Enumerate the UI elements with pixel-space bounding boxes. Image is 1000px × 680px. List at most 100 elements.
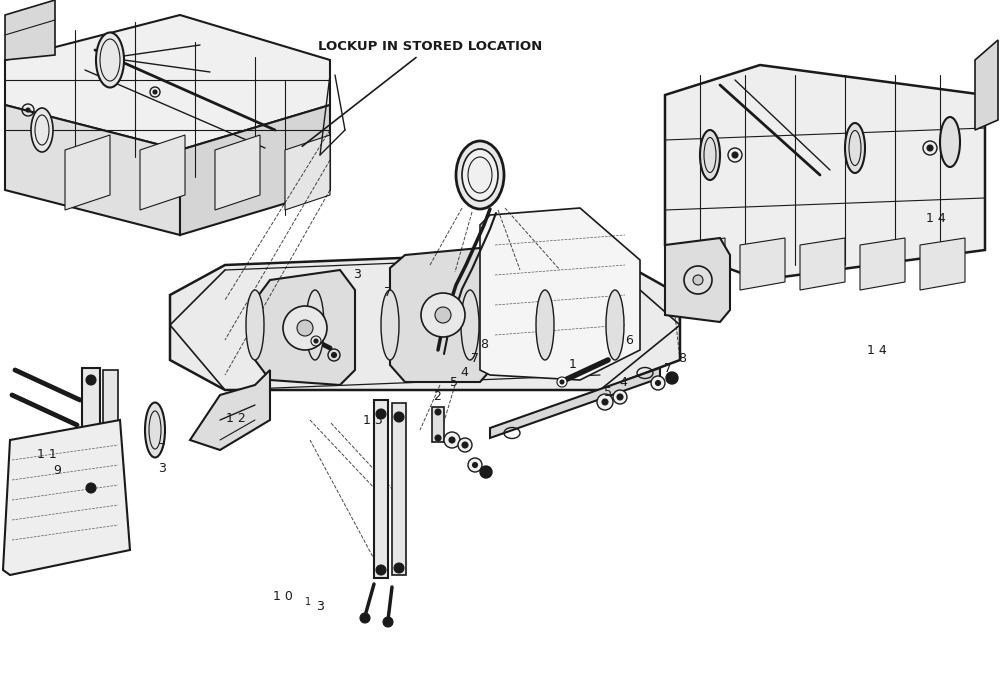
Polygon shape (975, 40, 998, 130)
Polygon shape (170, 250, 680, 390)
Text: 2: 2 (433, 390, 441, 403)
Circle shape (283, 306, 327, 350)
Text: 1 4: 1 4 (926, 211, 946, 224)
Polygon shape (740, 238, 785, 290)
Text: LOCKUP IN STORED LOCATION: LOCKUP IN STORED LOCATION (302, 40, 542, 146)
Polygon shape (65, 135, 110, 210)
Text: 1 0: 1 0 (273, 590, 293, 602)
Bar (103, 370, 118, 494)
Polygon shape (255, 270, 355, 385)
Bar (432, 407, 444, 442)
Text: 6: 6 (625, 333, 633, 347)
Circle shape (480, 466, 492, 478)
Circle shape (421, 293, 465, 337)
Circle shape (435, 409, 441, 415)
Ellipse shape (381, 290, 399, 360)
Text: 1 2: 1 2 (226, 411, 246, 424)
Polygon shape (5, 0, 55, 60)
Circle shape (666, 372, 678, 384)
Polygon shape (190, 370, 270, 450)
Text: 7: 7 (158, 441, 166, 454)
Text: 7: 7 (471, 352, 479, 364)
Bar (82, 368, 100, 496)
Ellipse shape (96, 33, 124, 88)
Text: 8: 8 (480, 339, 488, 352)
Circle shape (473, 462, 478, 468)
Text: 3: 3 (316, 600, 324, 613)
Circle shape (597, 394, 613, 410)
Bar (392, 403, 406, 575)
Circle shape (383, 617, 393, 627)
Ellipse shape (456, 141, 504, 209)
Polygon shape (5, 105, 180, 235)
Text: 3: 3 (158, 462, 166, 475)
Polygon shape (860, 238, 905, 290)
Circle shape (458, 438, 472, 452)
Circle shape (602, 399, 608, 405)
Circle shape (394, 563, 404, 573)
Circle shape (560, 380, 564, 384)
Text: 5: 5 (450, 375, 458, 388)
Circle shape (26, 108, 30, 112)
Ellipse shape (461, 290, 479, 360)
Circle shape (557, 377, 567, 387)
Ellipse shape (462, 149, 498, 201)
Text: 5: 5 (604, 386, 612, 400)
Text: 8: 8 (678, 352, 686, 364)
Polygon shape (490, 368, 660, 438)
Ellipse shape (940, 117, 960, 167)
Circle shape (360, 613, 370, 623)
Circle shape (449, 437, 455, 443)
Polygon shape (665, 65, 985, 280)
Text: 1: 1 (569, 358, 577, 371)
Text: 4: 4 (619, 375, 627, 388)
Ellipse shape (700, 130, 720, 180)
Ellipse shape (536, 290, 554, 360)
Circle shape (732, 152, 738, 158)
Circle shape (684, 266, 712, 294)
Polygon shape (800, 238, 845, 290)
Polygon shape (180, 105, 330, 235)
Text: 7: 7 (664, 362, 672, 375)
Circle shape (153, 90, 157, 94)
Circle shape (394, 412, 404, 422)
Circle shape (376, 409, 386, 419)
Polygon shape (390, 248, 495, 382)
Text: 3: 3 (353, 269, 361, 282)
Text: 7: 7 (384, 286, 392, 299)
Polygon shape (920, 238, 965, 290)
Ellipse shape (845, 123, 865, 173)
Circle shape (435, 435, 441, 441)
Polygon shape (665, 238, 730, 322)
Circle shape (693, 275, 703, 285)
Text: 1 1: 1 1 (37, 449, 57, 462)
Text: 4: 4 (460, 366, 468, 379)
Circle shape (468, 458, 482, 472)
Polygon shape (140, 135, 185, 210)
Circle shape (651, 376, 665, 390)
Circle shape (332, 352, 336, 358)
Circle shape (927, 145, 933, 151)
Circle shape (656, 381, 660, 386)
Polygon shape (285, 135, 330, 210)
Polygon shape (680, 238, 725, 290)
Ellipse shape (606, 290, 624, 360)
Ellipse shape (306, 290, 324, 360)
Ellipse shape (246, 290, 264, 360)
Polygon shape (5, 15, 330, 150)
Polygon shape (3, 420, 130, 575)
Text: 9: 9 (53, 464, 61, 477)
Circle shape (617, 394, 623, 400)
Circle shape (376, 565, 386, 575)
Polygon shape (215, 135, 260, 210)
Text: 1 4: 1 4 (867, 343, 887, 356)
Circle shape (86, 375, 96, 385)
Circle shape (86, 483, 96, 493)
Ellipse shape (31, 108, 53, 152)
Circle shape (297, 320, 313, 336)
Text: 1 3: 1 3 (363, 413, 383, 426)
Circle shape (435, 307, 451, 323)
Ellipse shape (145, 403, 165, 458)
Text: 1: 1 (305, 597, 311, 607)
Circle shape (462, 442, 468, 448)
